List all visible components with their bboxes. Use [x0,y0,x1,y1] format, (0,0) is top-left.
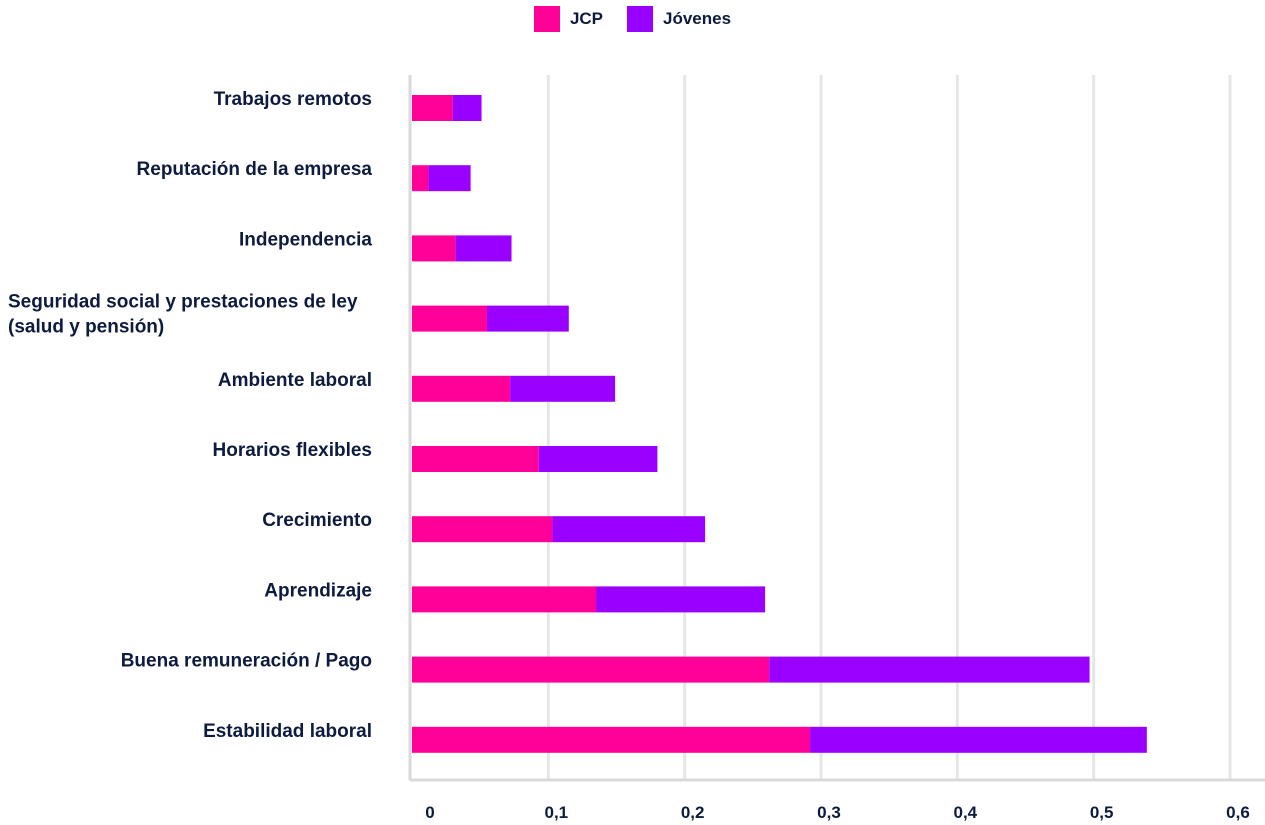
chart-legend: JCP Jóvenes [0,6,1265,32]
x-tick-label: 0,4 [954,803,978,822]
category-label: Seguridad social y prestaciones de ley [8,292,358,313]
bar-jovenes [452,95,482,121]
category-label: (salud y pensión) [8,317,164,338]
bar-jcp [412,726,811,753]
legend-swatch-jcp [533,6,560,32]
bar-jovenes [552,516,706,543]
bar-jcp [412,235,456,262]
x-tick-label: 0,3 [817,803,841,822]
bar-jovenes [538,446,658,472]
bar-jovenes [455,235,512,262]
bar-jovenes [596,586,766,613]
category-label: Reputación de la empresa [137,159,373,180]
category-label: Ambiente laboral [218,370,372,391]
x-tick-label: 0,2 [681,803,705,822]
bar-jcp [412,95,453,121]
bar-jcp [412,516,553,543]
bar-jcp [412,165,429,192]
bar-jcp [412,656,770,683]
legend-label-jovenes: Jóvenes [663,9,732,28]
category-label: Trabajos remotos [214,89,372,110]
bar-jcp [412,305,487,332]
bar-jcp [412,375,511,402]
x-tick-label: 0 [425,803,434,822]
legend-label-jcp: JCP [569,9,604,28]
legend-item-jovenes: Jóvenes [627,6,731,32]
bar-jcp [412,446,539,472]
bar-jovenes [510,375,616,402]
category-label: Horarios flexibles [213,440,372,461]
legend-item-jcp: JCP [533,6,604,32]
category-label: Aprendizaje [264,580,372,601]
x-tick-label: 0,1 [545,803,569,822]
bar-jcp [412,586,597,613]
legend-swatch-jovenes [627,6,654,32]
category-label: Buena remuneración / Pago [121,651,372,672]
bar-jovenes [810,726,1147,753]
bar-jovenes [428,165,471,192]
bar-jovenes [769,656,1090,683]
x-tick-label: 0,6 [1226,803,1250,822]
category-label: Crecimiento [262,510,372,531]
bar-jovenes [486,305,569,332]
category-label: Independencia [239,229,372,250]
x-tick-label: 0,5 [1090,803,1114,822]
category-label: Estabilidad laboral [203,721,372,742]
